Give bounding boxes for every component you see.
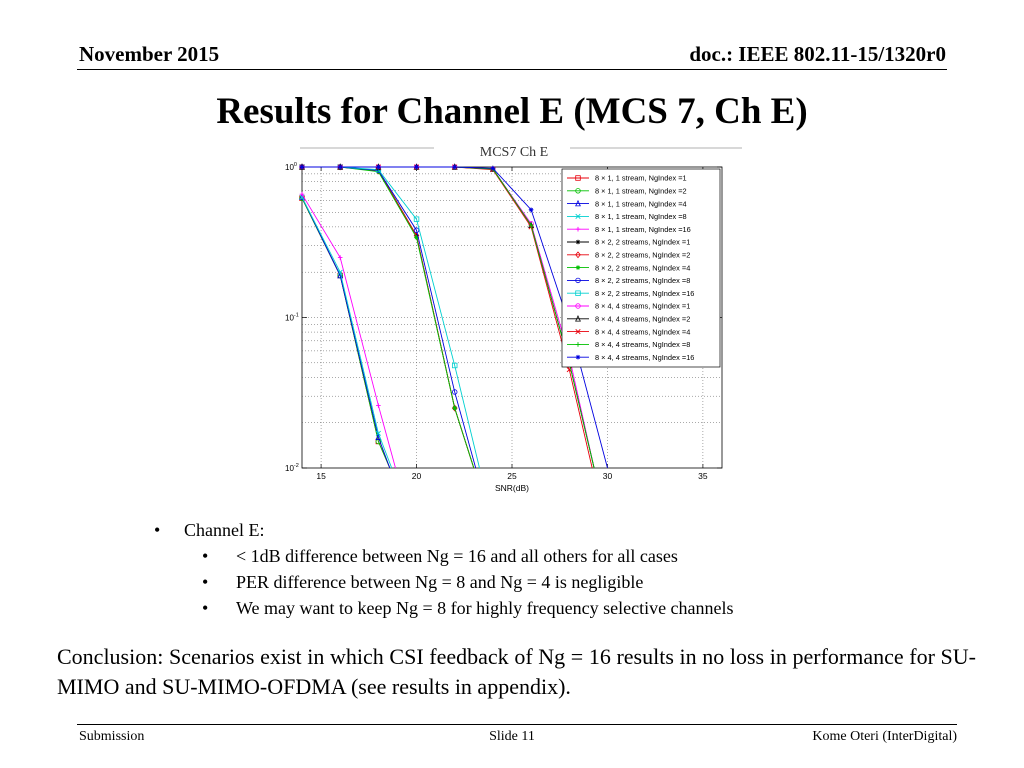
series-5 xyxy=(299,191,396,469)
x-tick-label: 25 xyxy=(507,471,517,481)
x-tick-label: 30 xyxy=(603,471,613,481)
legend-label: 8 × 1, 1 stream, NgIndex =16 xyxy=(595,225,691,234)
bullet-list: Channel E: < 1dB difference between Ng =… xyxy=(150,517,734,621)
legend-label: 8 × 2, 2 streams, NgIndex =1 xyxy=(595,238,690,247)
legend-swatch-marker xyxy=(575,290,581,296)
legend-label: 8 × 4, 4 streams, NgIndex =4 xyxy=(595,327,690,336)
bullet-channel-e: Channel E: xyxy=(150,517,734,543)
series-line xyxy=(301,197,391,469)
legend-label: 8 × 2, 2 streams, NgIndex =8 xyxy=(595,276,690,285)
conclusion-text: Conclusion: Scenarios exist in which CSI… xyxy=(57,644,976,699)
chart-svg: MCS7 Ch E 15 20 25 30 35 100 10-1 10-2 8 × 1, 1… xyxy=(285,145,742,493)
series-4 xyxy=(299,194,393,469)
footer-author: Kome Oteri (InterDigital) xyxy=(812,729,957,744)
legend-label: 8 × 2, 2 streams, NgIndex =2 xyxy=(595,251,690,260)
legend-entry: 8 × 1, 1 stream, NgIndex =2 xyxy=(567,187,687,196)
series-point xyxy=(337,255,343,260)
header-divider xyxy=(77,69,947,70)
series-point xyxy=(452,389,458,395)
series-point xyxy=(299,191,305,197)
per-chart: MCS7 Ch E 15 20 25 30 35 100 10-1 10-2 8 × 1, 1… xyxy=(262,140,742,498)
legend-label: 8 × 4, 4 streams, NgIndex =1 xyxy=(595,302,690,311)
legend-entry: 8 × 2, 2 streams, NgIndex =1 xyxy=(567,238,690,247)
legend-label: 8 × 4, 4 streams, NgIndex =16 xyxy=(595,353,694,362)
legend-entry: 8 × 2, 2 streams, NgIndex =16 xyxy=(567,289,694,298)
series-point xyxy=(452,405,458,411)
legend-entry: 8 × 4, 4 streams, NgIndex =1 xyxy=(567,302,690,311)
sub-bullet-1: < 1dB difference between Ng = 16 and all… xyxy=(150,543,734,569)
legend-entry: 8 × 4, 4 streams, NgIndex =2 xyxy=(567,315,690,324)
legend-swatch-marker xyxy=(575,175,581,181)
series-line xyxy=(301,193,396,469)
x-tick-label: 20 xyxy=(412,471,422,481)
legend-swatch-marker xyxy=(575,303,581,309)
series-line xyxy=(301,196,393,469)
series-point xyxy=(413,216,420,222)
legend-swatch-marker xyxy=(575,277,581,284)
legend-swatch-marker xyxy=(575,213,581,220)
legend-swatch-marker xyxy=(575,199,581,207)
series-point xyxy=(414,164,419,170)
legend-swatch-marker xyxy=(575,226,581,232)
footer-slide-number: Slide 11 xyxy=(489,729,535,744)
legend-label: 8 × 4, 4 streams, NgIndex =2 xyxy=(595,315,690,324)
series-layer xyxy=(299,163,608,469)
y-tick-label: 10-1 xyxy=(285,313,299,323)
legend-entry: 8 × 1, 1 stream, NgIndex =4 xyxy=(567,199,687,208)
chart-title: MCS7 Ch E xyxy=(480,145,548,160)
series-point xyxy=(452,164,458,170)
slide-title: Results for Channel E (MCS 7, Ch E) xyxy=(216,91,808,132)
legend-label: 8 × 1, 1 stream, NgIndex =1 xyxy=(595,174,687,183)
series-point xyxy=(413,227,420,233)
series-point xyxy=(528,222,534,228)
x-tick-label: 15 xyxy=(316,471,326,481)
footer-divider xyxy=(77,724,957,725)
series-point xyxy=(375,430,381,436)
series-point xyxy=(490,166,496,171)
x-axis-label: SNR(dB) xyxy=(495,483,529,493)
series-point xyxy=(299,194,305,200)
series-point xyxy=(376,164,381,170)
legend-entry: 8 × 2, 2 streams, NgIndex =2 xyxy=(567,251,690,260)
legend-swatch-marker xyxy=(575,251,581,259)
legend-label: 8 × 2, 2 streams, NgIndex =16 xyxy=(595,289,694,298)
legend-swatch-marker xyxy=(575,188,581,194)
legend-entry: 8 × 4, 4 streams, NgIndex =8 xyxy=(567,340,690,349)
sub-bullet-3: We may want to keep Ng = 8 for highly fr… xyxy=(150,595,734,621)
series-point xyxy=(376,403,381,408)
x-tick-label: 35 xyxy=(698,471,708,481)
legend-label: 8 × 4, 4 streams, NgIndex =8 xyxy=(595,340,690,349)
grid-layer xyxy=(302,167,722,468)
legend: 8 × 1, 1 stream, NgIndex =1 8 × 1, 1 stre… xyxy=(561,168,721,368)
legend-entry: 8 × 4, 4 streams, NgIndex =16 xyxy=(567,353,694,362)
y-tick-label: 10-2 xyxy=(285,463,299,473)
legend-entry: 8 × 1, 1 stream, NgIndex =8 xyxy=(567,212,687,221)
series-point xyxy=(414,235,419,240)
legend-label: 8 × 1, 1 stream, NgIndex =8 xyxy=(595,212,687,221)
legend-swatch-marker xyxy=(575,328,581,335)
legend-swatch-marker xyxy=(575,354,581,360)
series-point xyxy=(452,362,458,369)
legend-entry: 8 × 2, 2 streams, NgIndex =8 xyxy=(567,276,690,285)
series-point xyxy=(528,207,534,213)
legend-label: 8 × 1, 1 stream, NgIndex =4 xyxy=(595,199,687,208)
legend-swatch-marker xyxy=(575,315,581,322)
series-point xyxy=(337,164,343,170)
legend-swatch-marker xyxy=(575,239,581,245)
series-point xyxy=(337,269,343,275)
legend-entry: 8 × 4, 4 streams, NgIndex =4 xyxy=(567,327,690,336)
legend-swatch-marker xyxy=(575,342,581,347)
legend-entry: 8 × 1, 1 stream, NgIndex =16 xyxy=(567,225,691,234)
series-point xyxy=(299,164,305,170)
y-tick-label: 100 xyxy=(285,162,297,172)
legend-label: 8 × 1, 1 stream, NgIndex =2 xyxy=(595,187,687,196)
header-date: November 2015 xyxy=(79,42,220,66)
header-doc-id: doc.: IEEE 802.11-15/1320r0 xyxy=(689,42,946,66)
legend-swatch-marker xyxy=(575,265,581,270)
legend-entry: 8 × 2, 2 streams, NgIndex =4 xyxy=(567,263,690,272)
legend-label: 8 × 2, 2 streams, NgIndex =4 xyxy=(595,263,690,272)
legend-entry: 8 × 1, 1 stream, NgIndex =1 xyxy=(567,174,687,183)
sub-bullet-2: PER difference between Ng = 8 and Ng = 4… xyxy=(150,569,734,595)
footer-submission: Submission xyxy=(79,729,145,744)
